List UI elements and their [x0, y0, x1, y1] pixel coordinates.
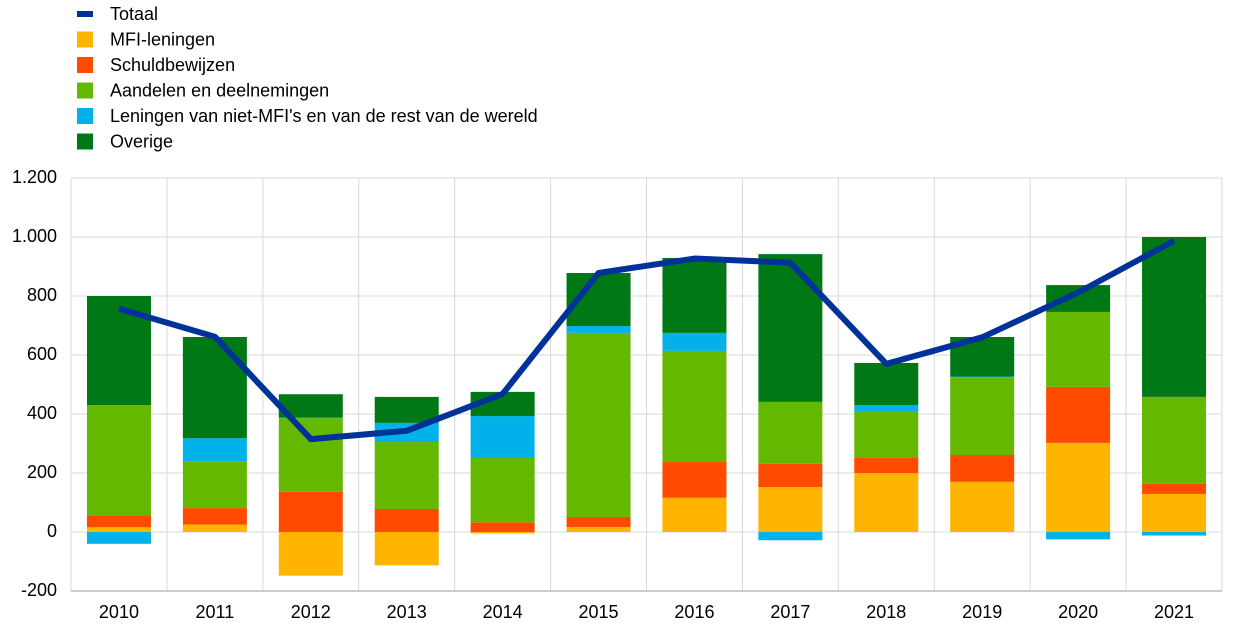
y-tick-label: 200 [27, 462, 57, 482]
x-tick-label: 2016 [674, 602, 714, 622]
x-tick-label: 2018 [866, 602, 906, 622]
bar-segment [566, 516, 631, 527]
bar-segment [758, 401, 823, 464]
bar-segment [950, 455, 1015, 482]
bar-segment [278, 394, 343, 418]
legend-swatch [77, 82, 93, 99]
bar-segment [278, 418, 343, 492]
bar-segment [1142, 532, 1207, 536]
legend-swatch [77, 133, 93, 150]
bar-segment [854, 473, 919, 532]
bar-segment [758, 487, 823, 532]
legend-label: Leningen van niet-MFI's en van de rest v… [110, 106, 538, 126]
legend-label: Overige [110, 131, 173, 151]
bar-segment [854, 457, 919, 473]
bar-segment [950, 376, 1015, 378]
y-tick-label: 800 [27, 285, 57, 305]
legend-label: Aandelen en deelnemingen [110, 80, 329, 100]
bar-segment [1046, 442, 1111, 532]
x-tick-label: 2010 [99, 602, 139, 622]
bar-segment [1142, 493, 1207, 532]
legend-swatch [77, 57, 93, 73]
x-tick-label: 2019 [962, 602, 1002, 622]
bar-segment [566, 326, 631, 333]
bar-segment [1142, 237, 1207, 397]
bar-segment [662, 332, 727, 351]
legend-label: Totaal [110, 4, 158, 24]
bar-segment [182, 337, 247, 439]
bar-segment [1142, 483, 1207, 494]
bar-segment [374, 442, 439, 509]
bar-segment [86, 527, 151, 532]
line [118, 238, 1176, 443]
bar-segment [278, 417, 343, 419]
bar-segment [470, 416, 535, 458]
bar-segment [758, 463, 823, 488]
y-tick-label: 1.200 [12, 167, 57, 187]
bar-segment [182, 508, 247, 525]
bar-segment [1046, 532, 1111, 540]
bar-segment [566, 332, 631, 517]
bar-segment [374, 508, 439, 532]
bar-segment [854, 362, 919, 406]
y-tick-label: 1.000 [12, 226, 57, 246]
bar-segment [86, 532, 151, 544]
x-tick-label: 2014 [483, 602, 523, 622]
legend-swatch [77, 108, 93, 124]
bar-segment [182, 461, 247, 509]
bar-segment [470, 457, 535, 523]
y-tick-label: 400 [27, 403, 57, 423]
x-tick-label: 2013 [387, 602, 427, 622]
y-tick-label: 600 [27, 344, 57, 364]
bar-segment [566, 526, 631, 532]
x-tick-label: 2011 [196, 602, 235, 622]
bar-segment [374, 396, 439, 423]
bar-segment [1046, 386, 1111, 443]
bar-segment [662, 462, 727, 498]
bar-segment [182, 524, 247, 532]
legend-label: Schuldbewijzen [110, 55, 235, 75]
bar-segment [86, 515, 151, 528]
bar-segment [278, 491, 343, 532]
legend-label: MFI-leningen [110, 29, 215, 49]
x-tick-label: 2021 [1154, 602, 1194, 622]
bar-segment [374, 532, 439, 566]
bar-segment [662, 257, 727, 333]
x-tick-label: 2012 [291, 602, 331, 622]
bar-segment [662, 350, 727, 463]
bar-segment [182, 438, 247, 462]
legend-swatch [77, 31, 93, 48]
bar-segment [470, 532, 535, 534]
bar-segment [758, 254, 823, 402]
bar-segment [86, 405, 151, 516]
x-tick-label: 2015 [579, 602, 619, 622]
bar-segment [1046, 311, 1111, 387]
bar-segment [950, 481, 1015, 532]
bar-segment [1142, 396, 1207, 484]
bar-segment [950, 377, 1015, 456]
x-tick-label: 2017 [770, 602, 810, 622]
bar-segment [758, 532, 823, 541]
bar-segment [854, 405, 919, 412]
bar-segment [662, 497, 727, 532]
bar-segment [278, 532, 343, 576]
bar-segment [470, 522, 535, 532]
y-tick-label: 0 [47, 521, 57, 541]
x-tick-label: 2020 [1058, 602, 1098, 622]
y-tick-label: -200 [21, 580, 57, 600]
bar-segment [854, 411, 919, 458]
